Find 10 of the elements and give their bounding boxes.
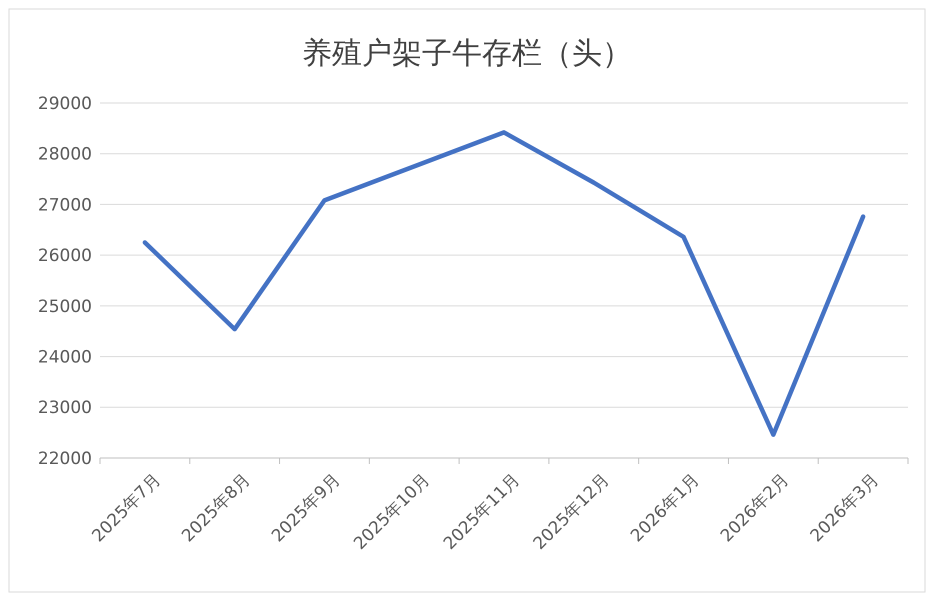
y-tick-label: 24000 — [38, 348, 92, 368]
y-tick-label: 26000 — [38, 246, 92, 266]
y-tick-label: 29000 — [38, 94, 92, 114]
y-tick-label: 28000 — [38, 144, 92, 165]
y-tick-label: 23000 — [38, 398, 92, 418]
y-tick-label: 25000 — [38, 296, 92, 317]
chart-title: 养殖户架子牛存栏（头） — [302, 36, 632, 71]
y-tick-label: 22000 — [38, 448, 92, 469]
line-series — [142, 130, 866, 437]
y-tick-label: 27000 — [38, 195, 92, 216]
